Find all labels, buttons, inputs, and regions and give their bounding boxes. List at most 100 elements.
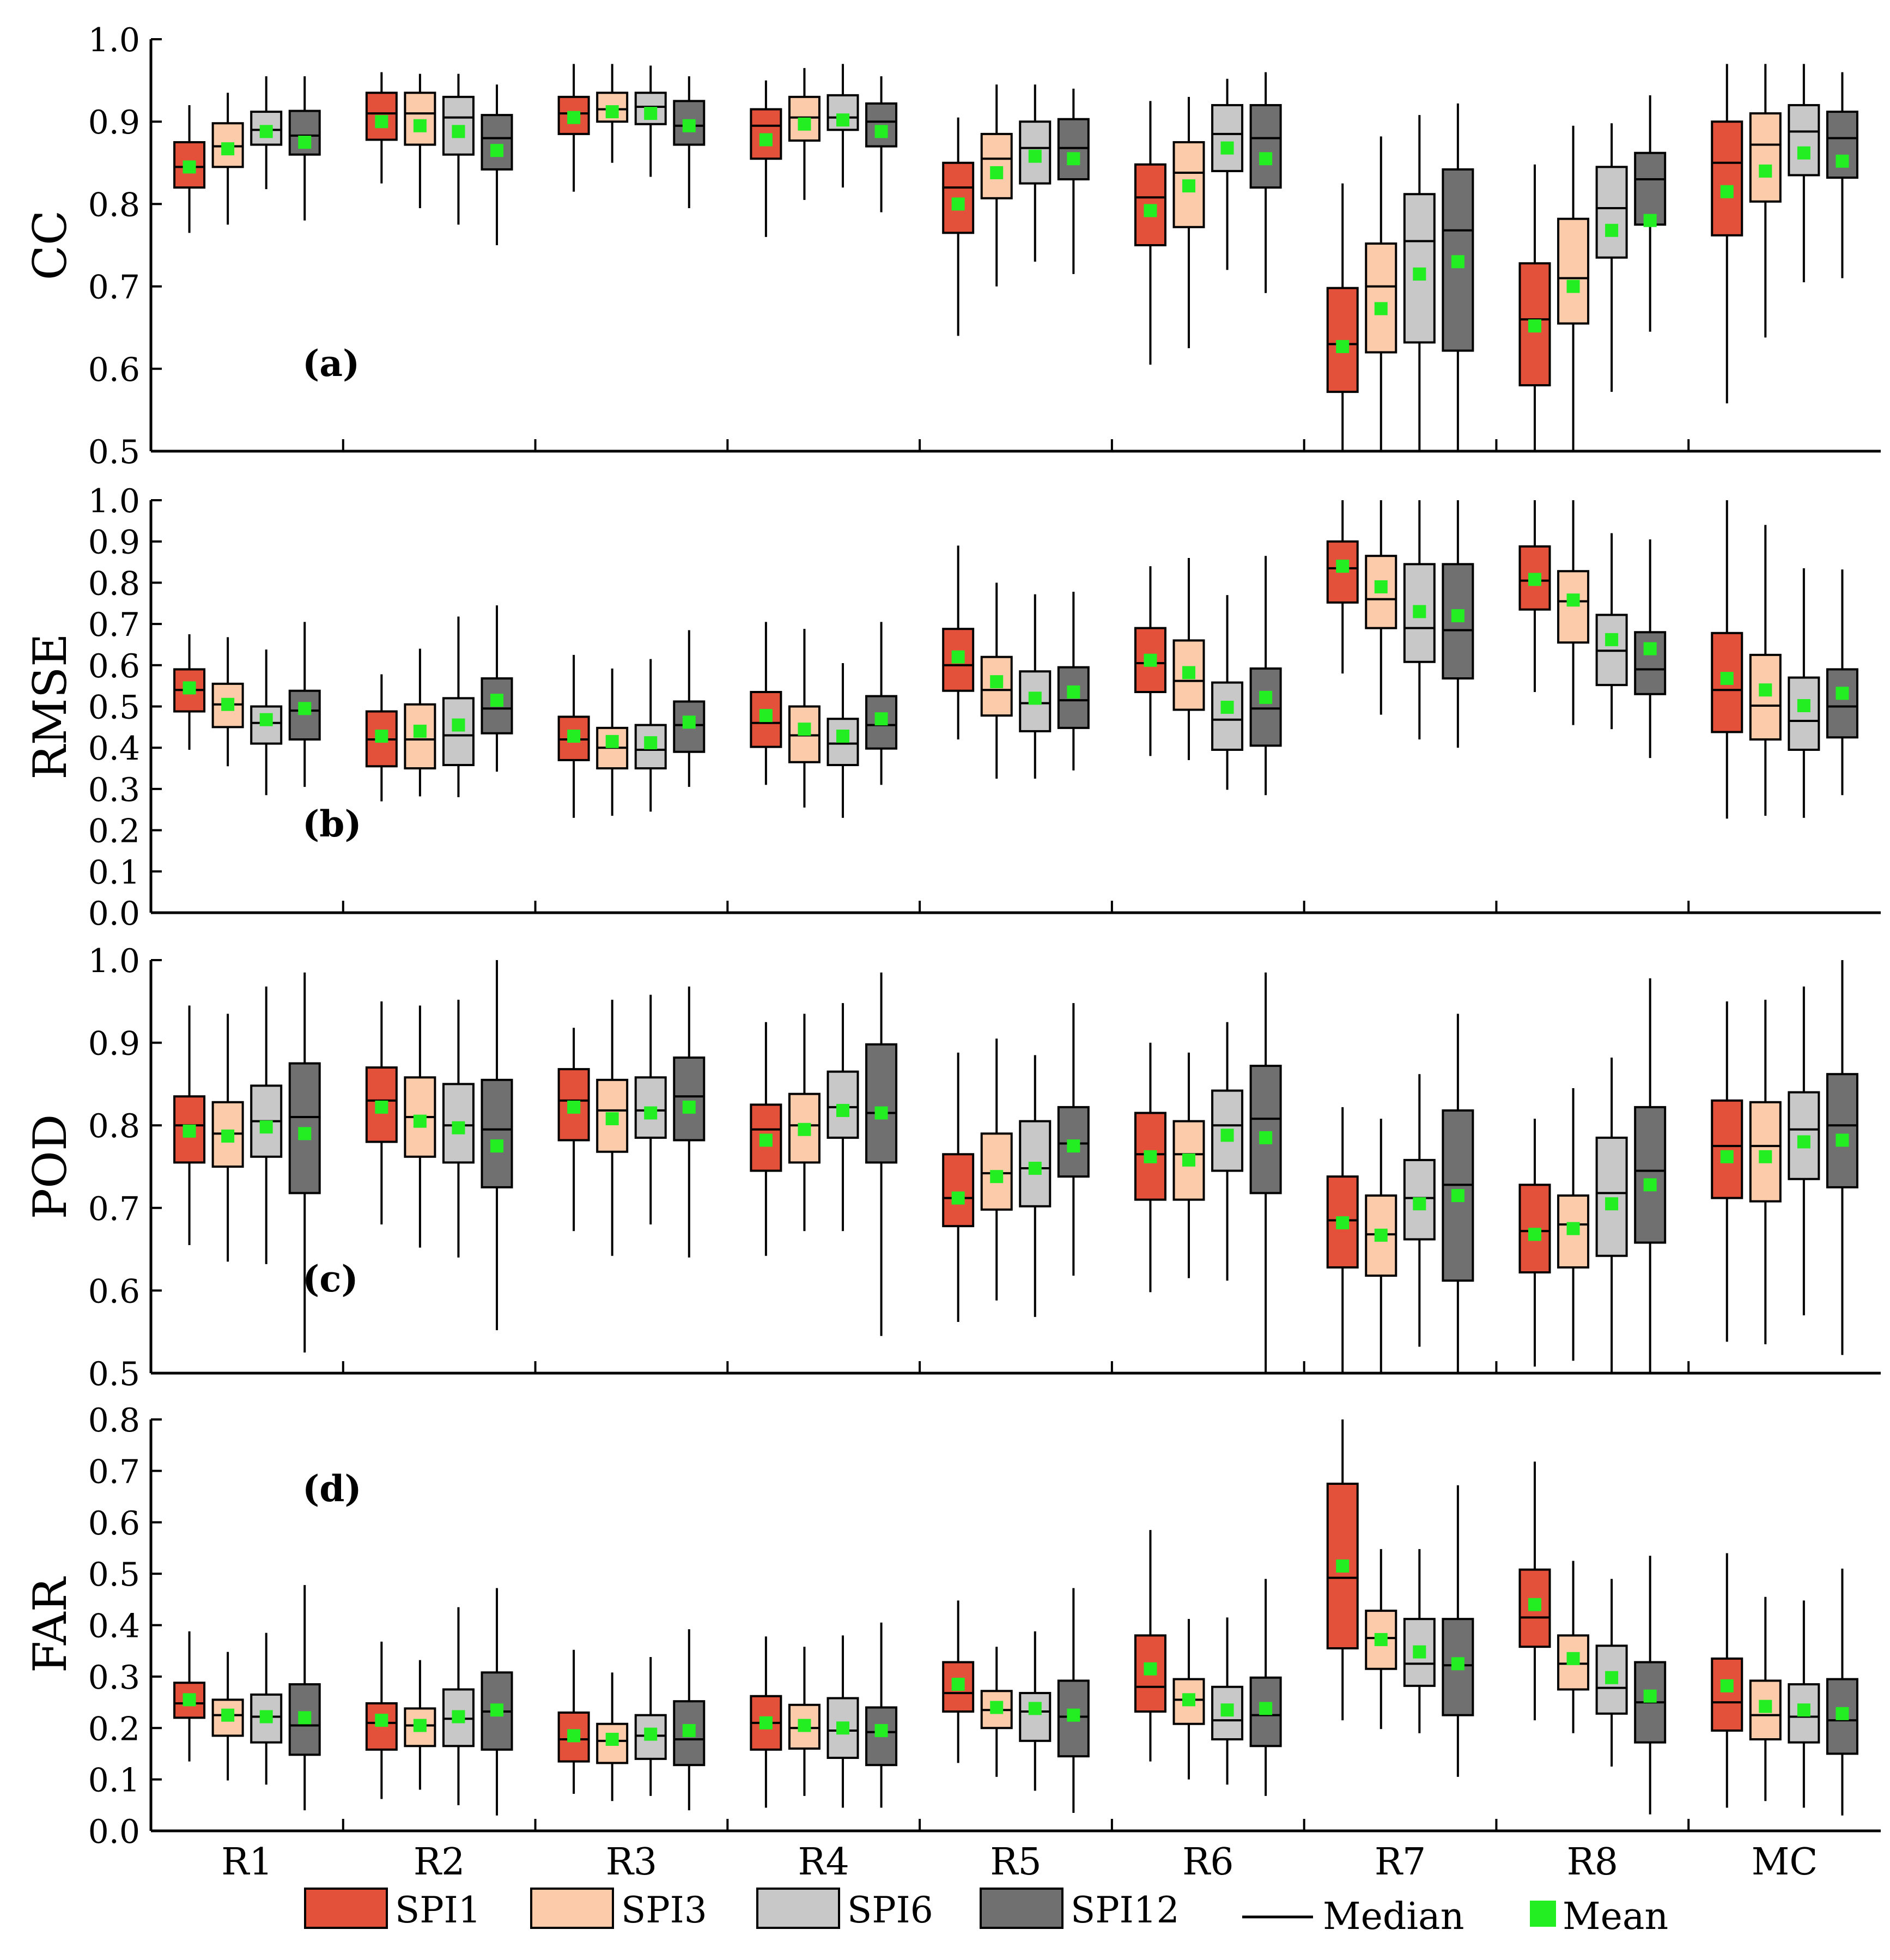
mean-marker — [682, 1724, 696, 1737]
box-spi6-mc — [1788, 64, 1820, 283]
box-spi12-r8 — [1634, 539, 1667, 758]
box-spi6-r8 — [1595, 1057, 1628, 1373]
box-spi12-r3 — [673, 1629, 706, 1811]
mean-marker — [1836, 154, 1849, 168]
mean-marker — [1067, 1708, 1080, 1722]
mean-marker — [1720, 1679, 1734, 1692]
y-tick-label: 0.0 — [88, 895, 140, 933]
box-iqr — [1749, 653, 1782, 741]
box-spi6-r3 — [634, 659, 667, 812]
mean-marker — [1413, 267, 1426, 281]
box-iqr — [1403, 1158, 1436, 1241]
box-spi3-r1 — [211, 637, 244, 767]
legend-mean-marker — [1530, 1901, 1556, 1927]
y-tick-label: 1.0 — [88, 942, 140, 980]
mean-marker — [1182, 666, 1195, 679]
box-spi12-r1 — [288, 622, 321, 787]
mean-marker — [1374, 1228, 1388, 1242]
mean-marker — [1220, 1703, 1234, 1717]
y-tick-label: 0.4 — [88, 730, 140, 768]
mean-marker — [798, 723, 811, 736]
mean-marker — [183, 160, 196, 174]
box-spi3-r2 — [404, 648, 436, 797]
mean-marker — [221, 1129, 235, 1143]
box-spi3-r7 — [1365, 500, 1397, 715]
mean-marker — [183, 1124, 196, 1138]
box-spi12-r8 — [1634, 1556, 1667, 1815]
mean-marker — [951, 650, 965, 664]
box-iqr — [1826, 111, 1858, 179]
mean-marker — [1028, 1162, 1042, 1175]
box-iqr — [827, 1070, 859, 1139]
box-spi1-r8 — [1518, 500, 1551, 693]
panel-rmse: 0.0 0.10.20.30.40.5 0.60.70.80.9 1.0 RMSE (b) — [23, 482, 1881, 933]
box-spi3-r8 — [1557, 125, 1590, 451]
y-tick-label: 0.3 — [88, 1659, 140, 1697]
box-spi1-r8 — [1518, 1461, 1551, 1721]
box-spi12-r7 — [1442, 103, 1474, 451]
box-iqr — [1711, 632, 1743, 733]
box-spi3-r3 — [596, 64, 629, 163]
box-iqr — [596, 1078, 629, 1153]
mean-marker — [375, 1714, 388, 1727]
box-iqr — [1788, 676, 1820, 751]
mean-marker — [1028, 149, 1042, 163]
mean-marker — [259, 1120, 273, 1134]
mean-marker — [298, 702, 312, 715]
mean-marker — [1797, 146, 1810, 160]
legend-swatch-spi3 — [530, 1888, 614, 1929]
mean-marker — [1259, 1702, 1273, 1715]
mean-marker — [1720, 1150, 1734, 1163]
box-iqr — [1595, 166, 1628, 259]
box-spi1-r2 — [365, 1641, 398, 1799]
box-iqr — [1711, 120, 1743, 236]
mean-marker — [990, 166, 1004, 179]
box-spi12-r4 — [865, 1622, 898, 1808]
box-spi3-r4 — [788, 629, 821, 808]
box-spi3-r6 — [1172, 96, 1205, 348]
mean-marker — [1259, 152, 1273, 166]
panel-label-b: (b) — [302, 803, 362, 845]
y-tick-label: 0.1 — [88, 853, 140, 891]
box-spi1-r5 — [942, 545, 975, 740]
box-spi12-r2 — [481, 84, 513, 245]
box-iqr — [865, 102, 898, 148]
box-spi3-r8 — [1557, 1088, 1590, 1361]
box-spi1-r4 — [750, 622, 782, 785]
box-spi12-r1 — [288, 1585, 321, 1811]
box-spi1-r1 — [173, 634, 206, 750]
box-spi6-mc — [1788, 1600, 1820, 1808]
box-spi3-r1 — [211, 1652, 244, 1781]
box-spi3-r5 — [980, 582, 1013, 779]
box-iqr — [1249, 104, 1282, 189]
box-iqr — [1826, 1073, 1858, 1188]
box-spi12-r7 — [1442, 500, 1474, 748]
box-spi6-r5 — [1019, 594, 1052, 779]
mean-marker — [1720, 185, 1734, 198]
mean-marker — [1720, 672, 1734, 685]
box-spi6-r7 — [1403, 500, 1436, 740]
box-iqr — [1788, 1091, 1820, 1180]
box-iqr — [1634, 151, 1667, 226]
box-spi1-r4 — [750, 80, 782, 237]
box-spi1-r7 — [1326, 1419, 1359, 1721]
box-spi1-r5 — [942, 117, 975, 336]
box-spi3-r3 — [596, 668, 629, 816]
box-spi6-r8 — [1595, 533, 1628, 730]
mean-marker — [183, 681, 196, 695]
box-iqr — [1249, 667, 1282, 747]
box-spi1-mc — [1711, 500, 1743, 819]
mean-marker — [990, 1701, 1004, 1714]
panel-pod: 0.5 0.6 0.7 0.8 0.9 1.0 POD (c) — [23, 942, 1881, 1393]
box-spi12-r6 — [1249, 556, 1282, 796]
mean-marker — [1220, 1128, 1234, 1142]
box-iqr — [442, 697, 475, 766]
box-spi1-r4 — [750, 1022, 782, 1256]
box-spi1-r3 — [557, 1028, 590, 1231]
x-category-label-r7: R7 — [1375, 1841, 1426, 1884]
mean-marker — [874, 712, 888, 726]
mean-marker — [759, 1716, 773, 1730]
mean-marker — [1413, 1645, 1426, 1659]
y-tick-label: 0.6 — [88, 647, 140, 685]
box-spi1-r4 — [750, 1636, 782, 1808]
